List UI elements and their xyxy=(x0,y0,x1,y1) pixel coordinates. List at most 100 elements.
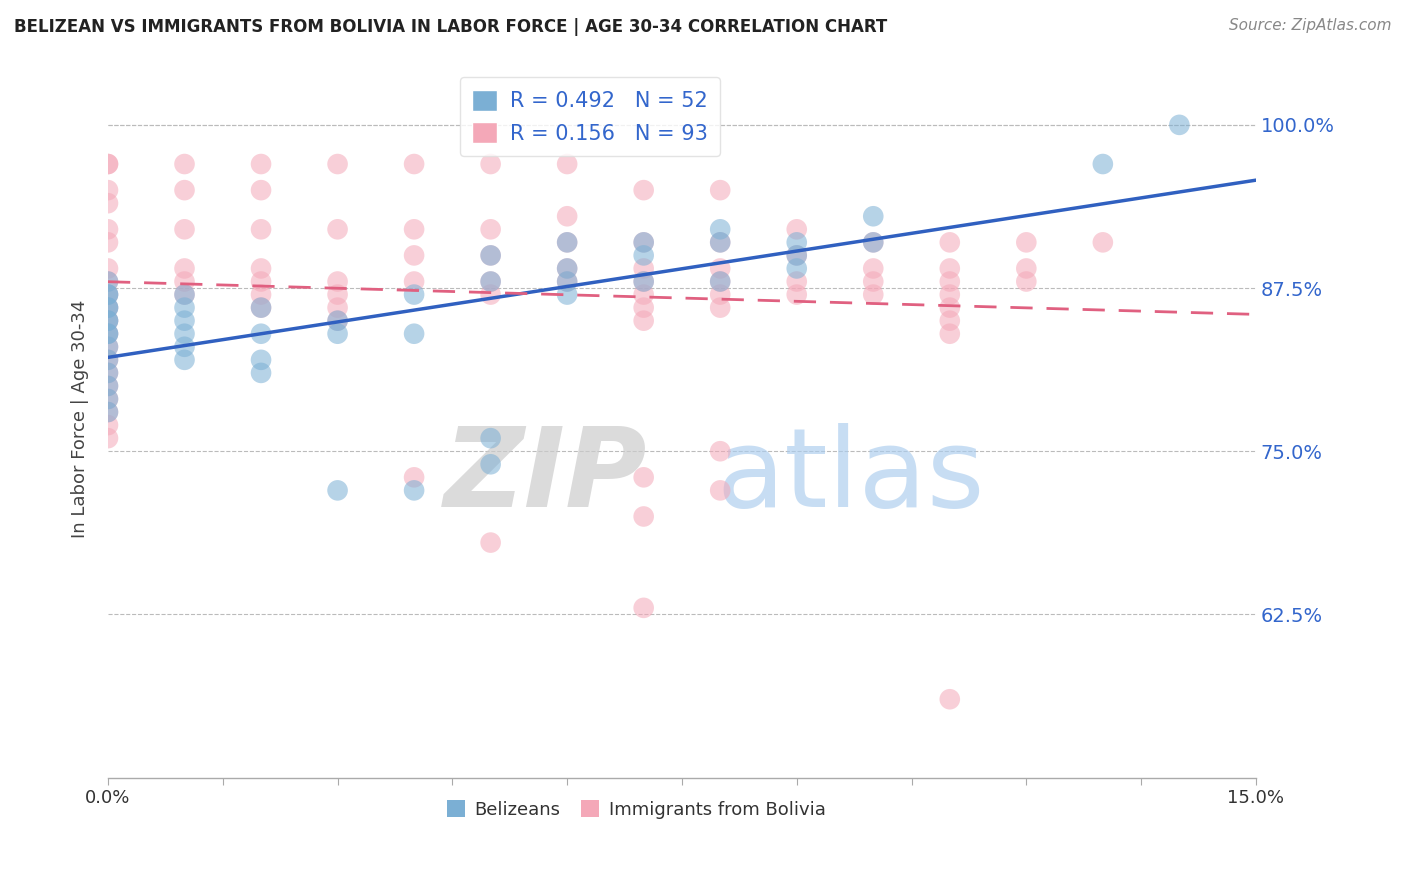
Point xyxy=(97,157,120,171)
Point xyxy=(786,222,808,236)
Point xyxy=(404,275,426,289)
Point xyxy=(633,509,655,524)
Point xyxy=(939,314,962,328)
Point xyxy=(709,301,731,315)
Point xyxy=(97,326,120,341)
Point xyxy=(555,157,578,171)
Point xyxy=(862,235,884,250)
Point xyxy=(97,275,120,289)
Point xyxy=(479,248,502,262)
Point xyxy=(97,405,120,419)
Point xyxy=(97,392,120,406)
Point xyxy=(555,275,578,289)
Point xyxy=(97,340,120,354)
Text: Source: ZipAtlas.com: Source: ZipAtlas.com xyxy=(1229,18,1392,33)
Point xyxy=(479,431,502,445)
Point xyxy=(250,157,273,171)
Point xyxy=(97,379,120,393)
Point xyxy=(173,352,195,367)
Point xyxy=(404,483,426,498)
Point xyxy=(97,326,120,341)
Point xyxy=(250,326,273,341)
Point xyxy=(633,261,655,276)
Point xyxy=(1015,275,1038,289)
Text: ZIP: ZIP xyxy=(444,423,648,530)
Point xyxy=(173,275,195,289)
Legend: Belizeans, Immigrants from Bolivia: Belizeans, Immigrants from Bolivia xyxy=(440,793,832,826)
Point xyxy=(1015,235,1038,250)
Point xyxy=(862,235,884,250)
Point xyxy=(555,261,578,276)
Point xyxy=(97,352,120,367)
Point xyxy=(479,275,502,289)
Point xyxy=(250,301,273,315)
Point xyxy=(633,314,655,328)
Point xyxy=(633,470,655,484)
Point xyxy=(555,275,578,289)
Point xyxy=(633,248,655,262)
Point xyxy=(633,275,655,289)
Point xyxy=(479,157,502,171)
Point xyxy=(479,222,502,236)
Point xyxy=(633,287,655,301)
Point xyxy=(633,235,655,250)
Point xyxy=(709,444,731,458)
Point xyxy=(479,287,502,301)
Point xyxy=(326,314,349,328)
Point xyxy=(97,352,120,367)
Point xyxy=(250,275,273,289)
Point xyxy=(709,261,731,276)
Point xyxy=(404,326,426,341)
Point xyxy=(404,157,426,171)
Point xyxy=(555,287,578,301)
Text: BELIZEAN VS IMMIGRANTS FROM BOLIVIA IN LABOR FORCE | AGE 30-34 CORRELATION CHART: BELIZEAN VS IMMIGRANTS FROM BOLIVIA IN L… xyxy=(14,18,887,36)
Point xyxy=(97,275,120,289)
Point xyxy=(97,196,120,211)
Point xyxy=(97,418,120,433)
Point xyxy=(555,209,578,223)
Point xyxy=(173,157,195,171)
Point xyxy=(939,326,962,341)
Point xyxy=(939,301,962,315)
Point xyxy=(250,366,273,380)
Point xyxy=(633,301,655,315)
Point xyxy=(97,301,120,315)
Point xyxy=(939,275,962,289)
Point xyxy=(97,183,120,197)
Point xyxy=(633,275,655,289)
Point xyxy=(479,275,502,289)
Point xyxy=(1015,261,1038,276)
Point xyxy=(709,275,731,289)
Point xyxy=(939,692,962,706)
Point xyxy=(250,287,273,301)
Point xyxy=(97,261,120,276)
Point xyxy=(786,248,808,262)
Point xyxy=(862,209,884,223)
Point xyxy=(633,600,655,615)
Point xyxy=(786,235,808,250)
Point xyxy=(173,261,195,276)
Point xyxy=(173,183,195,197)
Point xyxy=(250,352,273,367)
Point xyxy=(939,261,962,276)
Point xyxy=(97,157,120,171)
Point xyxy=(326,301,349,315)
Point xyxy=(97,431,120,445)
Point xyxy=(326,314,349,328)
Point xyxy=(97,314,120,328)
Point xyxy=(1168,118,1191,132)
Point xyxy=(250,183,273,197)
Point xyxy=(97,222,120,236)
Point xyxy=(939,287,962,301)
Y-axis label: In Labor Force | Age 30-34: In Labor Force | Age 30-34 xyxy=(72,300,89,538)
Point xyxy=(97,314,120,328)
Point xyxy=(709,483,731,498)
Point xyxy=(786,287,808,301)
Point xyxy=(97,287,120,301)
Point xyxy=(404,470,426,484)
Point xyxy=(97,379,120,393)
Point xyxy=(1091,235,1114,250)
Point xyxy=(709,275,731,289)
Point xyxy=(326,275,349,289)
Point xyxy=(786,275,808,289)
